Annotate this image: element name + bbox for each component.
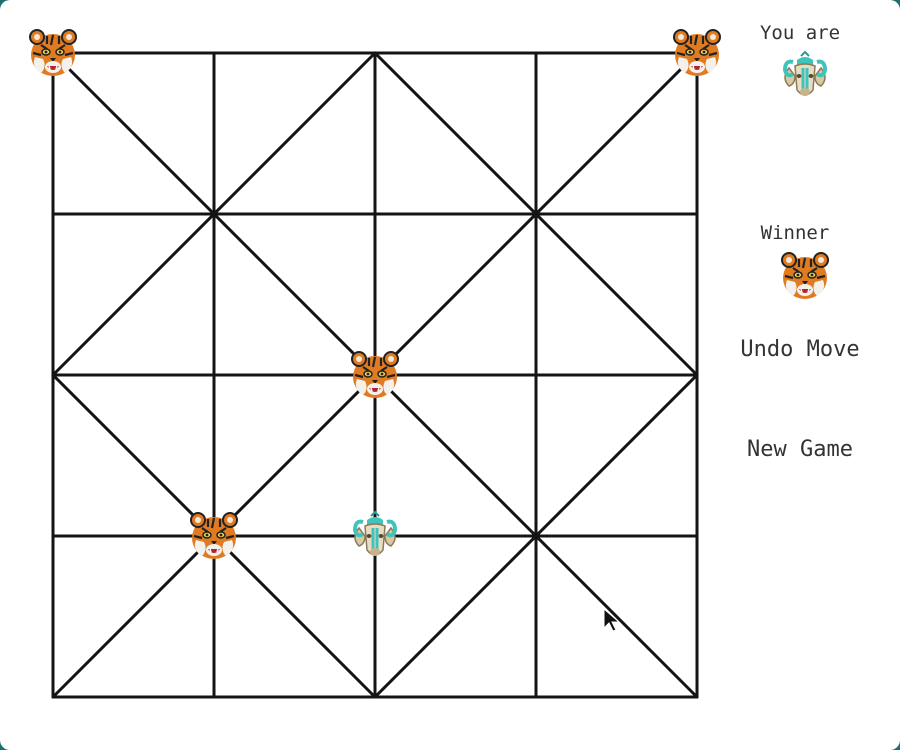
- winner-label: Winner: [760, 222, 830, 244]
- tiger-piece[interactable]: [349, 349, 401, 401]
- board-line-diagonal: [373, 373, 699, 699]
- new-game-button[interactable]: New Game: [715, 437, 885, 462]
- goat-piece[interactable]: [349, 510, 401, 562]
- tiger-icon: [779, 250, 831, 302]
- tiger-piece[interactable]: [27, 27, 79, 79]
- tiger-piece[interactable]: [671, 27, 723, 79]
- mouse-cursor-icon: [603, 608, 621, 632]
- goat-icon: [779, 50, 831, 102]
- undo-move-button[interactable]: Undo Move: [715, 337, 885, 362]
- board-line-diagonal: [51, 51, 377, 377]
- board-line-diagonal: [373, 51, 699, 377]
- you-are-label: You are: [759, 22, 841, 44]
- tiger-piece[interactable]: [188, 510, 240, 562]
